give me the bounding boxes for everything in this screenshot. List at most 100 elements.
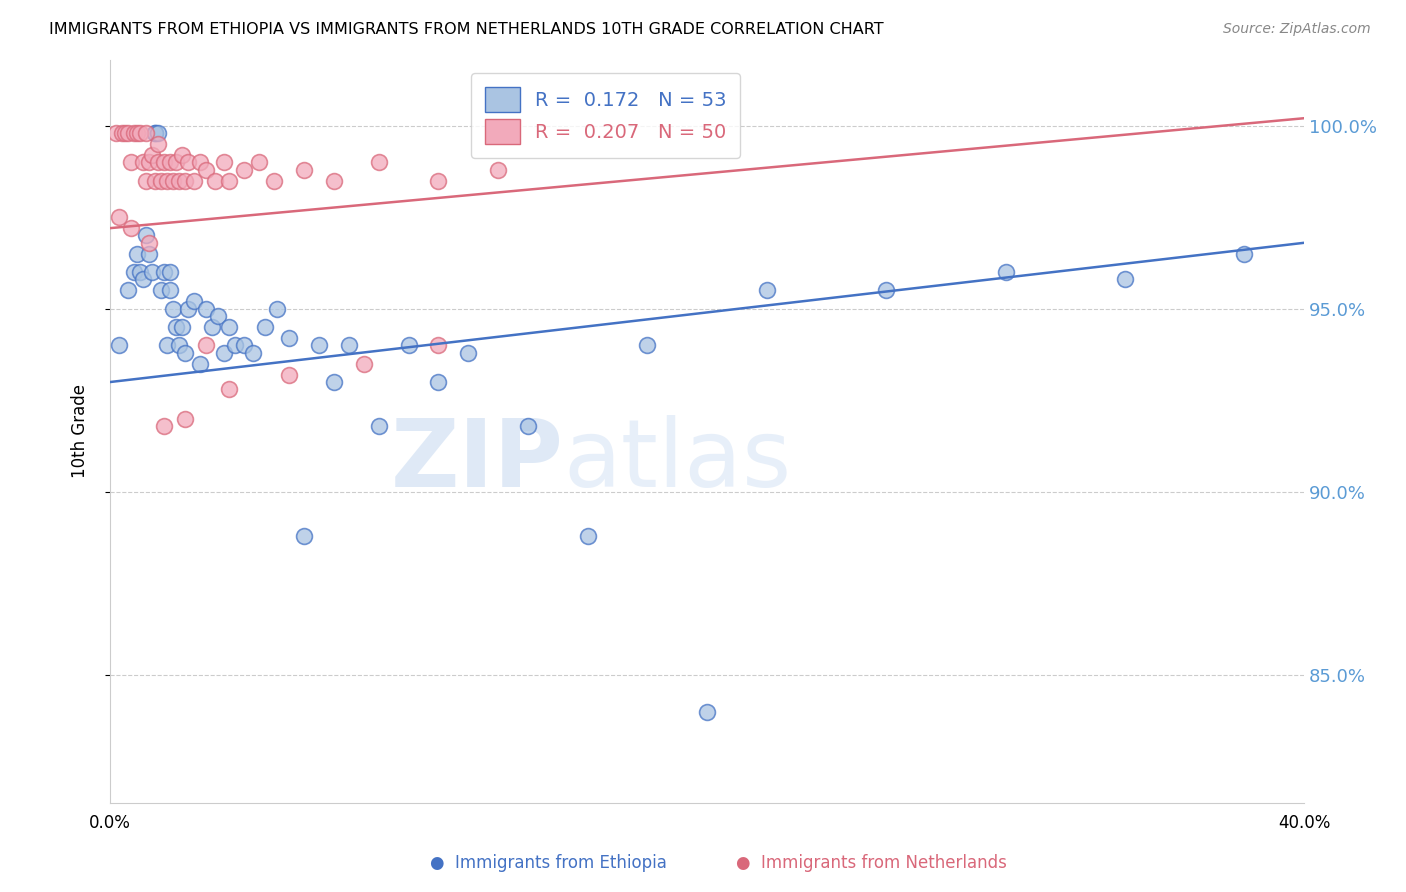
Point xyxy=(143,126,166,140)
Point xyxy=(194,301,217,316)
Point xyxy=(138,235,160,250)
Point xyxy=(194,162,217,177)
Point xyxy=(1233,247,1256,261)
Point xyxy=(353,357,375,371)
Point xyxy=(224,338,246,352)
Point xyxy=(159,284,181,298)
Point xyxy=(117,126,139,140)
Point xyxy=(212,345,235,359)
Point xyxy=(254,320,277,334)
Point xyxy=(188,155,211,169)
Point xyxy=(1114,272,1136,286)
Point xyxy=(165,320,187,334)
Text: 0.0%: 0.0% xyxy=(89,814,131,832)
Text: 40.0%: 40.0% xyxy=(1278,814,1330,832)
Point xyxy=(122,265,145,279)
Point xyxy=(278,331,301,345)
Point xyxy=(141,265,163,279)
Text: IMMIGRANTS FROM ETHIOPIA VS IMMIGRANTS FROM NETHERLANDS 10TH GRADE CORRELATION C: IMMIGRANTS FROM ETHIOPIA VS IMMIGRANTS F… xyxy=(49,22,884,37)
Point xyxy=(398,338,420,352)
Point xyxy=(308,338,330,352)
Point xyxy=(207,309,229,323)
Point xyxy=(167,173,190,187)
Point xyxy=(135,126,157,140)
Point xyxy=(135,228,157,243)
Point xyxy=(292,529,315,543)
Point xyxy=(146,155,169,169)
Point xyxy=(153,419,176,434)
Point xyxy=(173,411,195,425)
Point xyxy=(141,148,163,162)
Point xyxy=(233,338,256,352)
Point xyxy=(156,173,179,187)
Point xyxy=(149,284,172,298)
Point xyxy=(427,375,450,389)
Point xyxy=(212,155,235,169)
Point xyxy=(323,173,346,187)
Point xyxy=(247,155,270,169)
Point xyxy=(120,155,142,169)
Point xyxy=(266,301,288,316)
Point xyxy=(755,284,778,298)
Point xyxy=(143,173,166,187)
Point xyxy=(194,338,217,352)
Y-axis label: 10th Grade: 10th Grade xyxy=(72,384,89,478)
Point xyxy=(173,345,195,359)
Point xyxy=(233,162,256,177)
Point xyxy=(108,338,131,352)
Point xyxy=(105,126,128,140)
Point xyxy=(122,126,145,140)
Point xyxy=(143,126,166,140)
Point xyxy=(636,338,658,352)
Point xyxy=(176,301,198,316)
Point xyxy=(129,126,152,140)
Point xyxy=(218,320,240,334)
Point xyxy=(263,173,285,187)
Point xyxy=(696,705,718,719)
Point xyxy=(132,272,155,286)
Point xyxy=(242,345,264,359)
Point xyxy=(427,173,450,187)
Point xyxy=(135,173,157,187)
Point xyxy=(146,126,169,140)
Point xyxy=(188,357,211,371)
Point xyxy=(994,265,1017,279)
Point xyxy=(292,162,315,177)
Point xyxy=(204,173,226,187)
Point xyxy=(183,173,205,187)
Point xyxy=(111,126,134,140)
Point xyxy=(138,247,160,261)
Point xyxy=(427,338,450,352)
Point xyxy=(156,338,179,352)
Point xyxy=(120,221,142,235)
Point xyxy=(138,155,160,169)
Point xyxy=(367,419,389,434)
Text: Source: ZipAtlas.com: Source: ZipAtlas.com xyxy=(1223,22,1371,37)
Text: atlas: atlas xyxy=(564,416,792,508)
Point xyxy=(176,155,198,169)
Point xyxy=(457,345,479,359)
Point xyxy=(218,383,240,397)
Point xyxy=(167,338,190,352)
Point xyxy=(108,210,131,224)
Point xyxy=(337,338,360,352)
Point xyxy=(323,375,346,389)
Point xyxy=(278,368,301,382)
Point xyxy=(170,148,193,162)
Point xyxy=(486,162,509,177)
Point xyxy=(159,155,181,169)
Point xyxy=(162,301,184,316)
Point xyxy=(875,284,897,298)
Text: ZIP: ZIP xyxy=(391,416,564,508)
Text: ●  Immigrants from Ethiopia: ● Immigrants from Ethiopia xyxy=(430,855,666,872)
Point xyxy=(200,320,222,334)
Point xyxy=(218,173,240,187)
Legend: R =  0.172   N = 53, R =  0.207   N = 50: R = 0.172 N = 53, R = 0.207 N = 50 xyxy=(471,73,740,158)
Point xyxy=(170,320,193,334)
Point xyxy=(132,155,155,169)
Point xyxy=(153,265,176,279)
Point xyxy=(576,529,599,543)
Point xyxy=(129,265,152,279)
Text: ●  Immigrants from Netherlands: ● Immigrants from Netherlands xyxy=(737,855,1007,872)
Point xyxy=(117,284,139,298)
